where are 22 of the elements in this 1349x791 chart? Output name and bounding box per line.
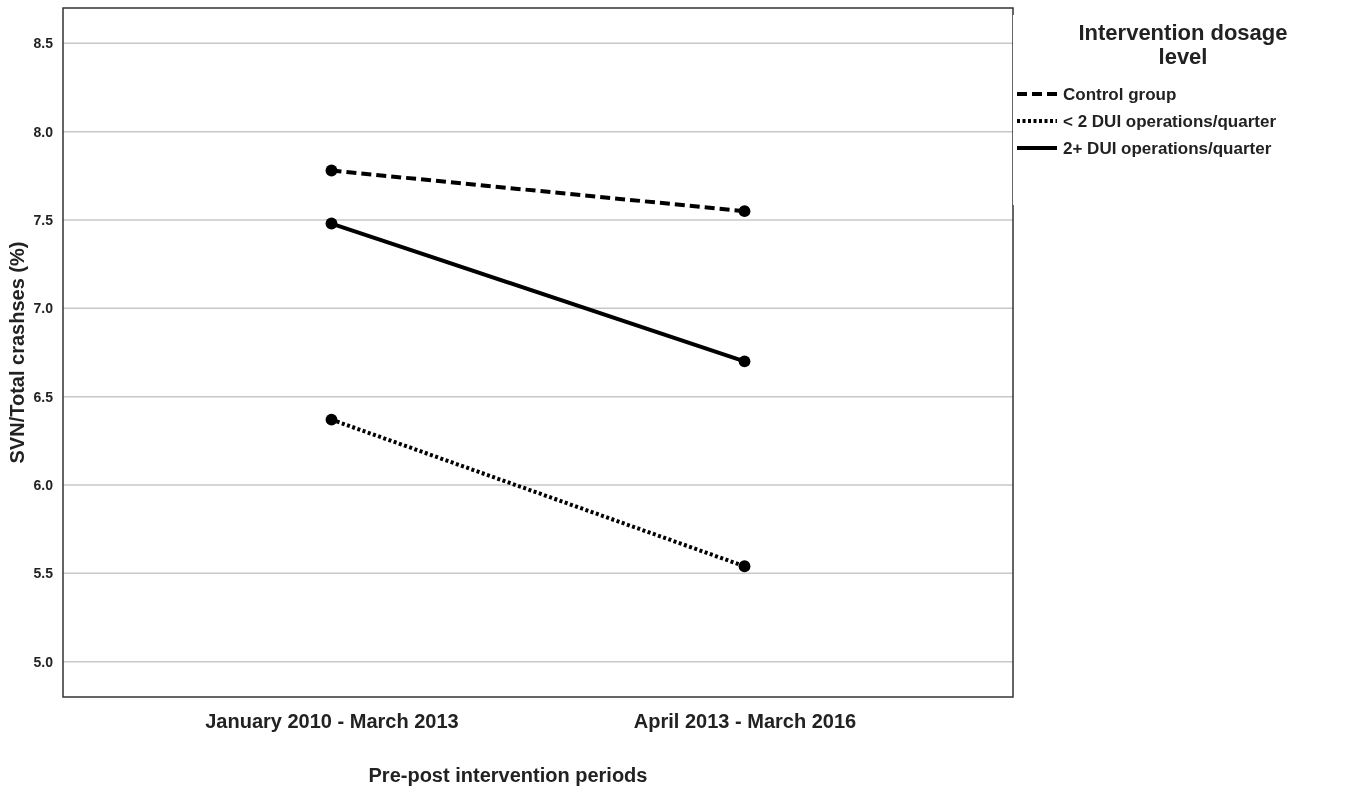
- legend-label: Control group: [1063, 85, 1177, 104]
- y-tick-label: 5.0: [33, 653, 54, 670]
- x-axis-title: Pre-post intervention periods: [368, 764, 648, 786]
- point: [738, 205, 751, 218]
- y-axis-title: SVN/Total crashses (%): [6, 241, 28, 464]
- point: [738, 560, 751, 573]
- y-tick-label: 7.5: [33, 211, 54, 228]
- y-tick-label: 8.0: [33, 123, 54, 140]
- legend-label: < 2 DUI operations/quarter: [1063, 112, 1277, 131]
- y-tick-label: 7.0: [33, 300, 54, 317]
- y-tick-label: 5.5: [33, 565, 54, 582]
- x-tick-label: April 2013 - March 2016: [633, 710, 857, 733]
- y-tick-label: 6.5: [33, 388, 54, 405]
- y-tick-label: 8.5: [33, 35, 54, 52]
- point: [738, 355, 751, 368]
- y-tick-label: 6.0: [33, 476, 54, 493]
- point: [325, 164, 338, 177]
- x-tick-label: January 2010 - March 2013: [205, 710, 459, 733]
- legend-title: Intervention dosage level: [1078, 20, 1288, 69]
- legend-label: 2+ DUI operations/quarter: [1063, 139, 1272, 158]
- point: [325, 217, 338, 230]
- point: [325, 413, 338, 426]
